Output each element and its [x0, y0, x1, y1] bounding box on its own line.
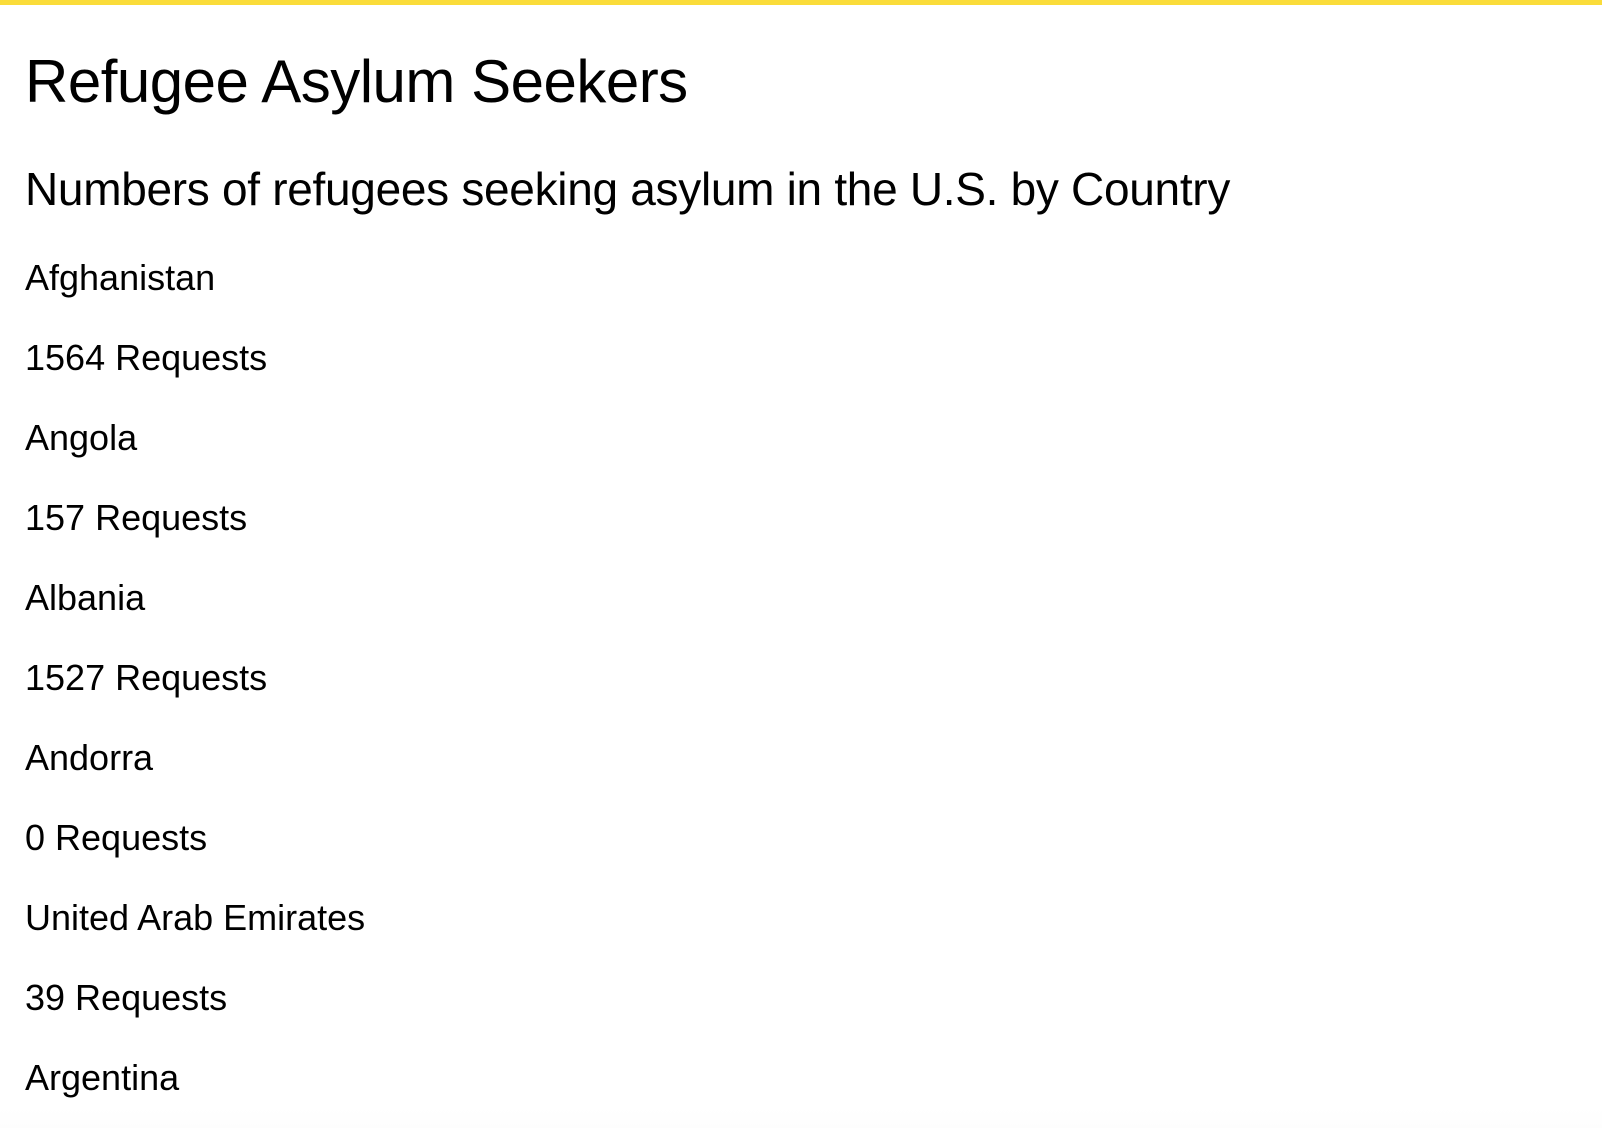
country-name: Albania — [25, 577, 146, 618]
page-subtitle: Numbers of refugees seeking asylum in th… — [25, 163, 1231, 215]
country-name: Afghanistan — [25, 257, 216, 298]
country-entry-united-arab-emirates: United Arab Emirates 39 Requests — [25, 888, 365, 1048]
request-count: 1527 Requests — [25, 657, 268, 698]
country-entry-andorra: Andorra 0 Requests — [25, 728, 365, 888]
country-name: Andorra — [25, 737, 154, 778]
country-entry-albania: Albania 1527 Requests — [25, 568, 365, 728]
country-entry-angola: Angola 157 Requests — [25, 408, 365, 568]
country-name: Angola — [25, 417, 138, 458]
request-count: 1564 Requests — [25, 337, 268, 378]
bottom-fade — [0, 1108, 1602, 1128]
country-name: Argentina — [25, 1057, 180, 1098]
country-list: Afghanistan 1564 Requests Angola 157 Req… — [25, 248, 365, 1128]
country-entry-afghanistan: Afghanistan 1564 Requests — [25, 248, 365, 408]
request-count: 0 Requests — [25, 817, 208, 858]
top-accent-bar — [0, 0, 1602, 5]
country-entry-argentina: Argentina — [25, 1048, 365, 1128]
request-count: 39 Requests — [25, 977, 228, 1018]
page-title: Refugee Asylum Seekers — [25, 48, 688, 115]
request-count: 157 Requests — [25, 497, 248, 538]
country-name: United Arab Emirates — [25, 897, 366, 938]
